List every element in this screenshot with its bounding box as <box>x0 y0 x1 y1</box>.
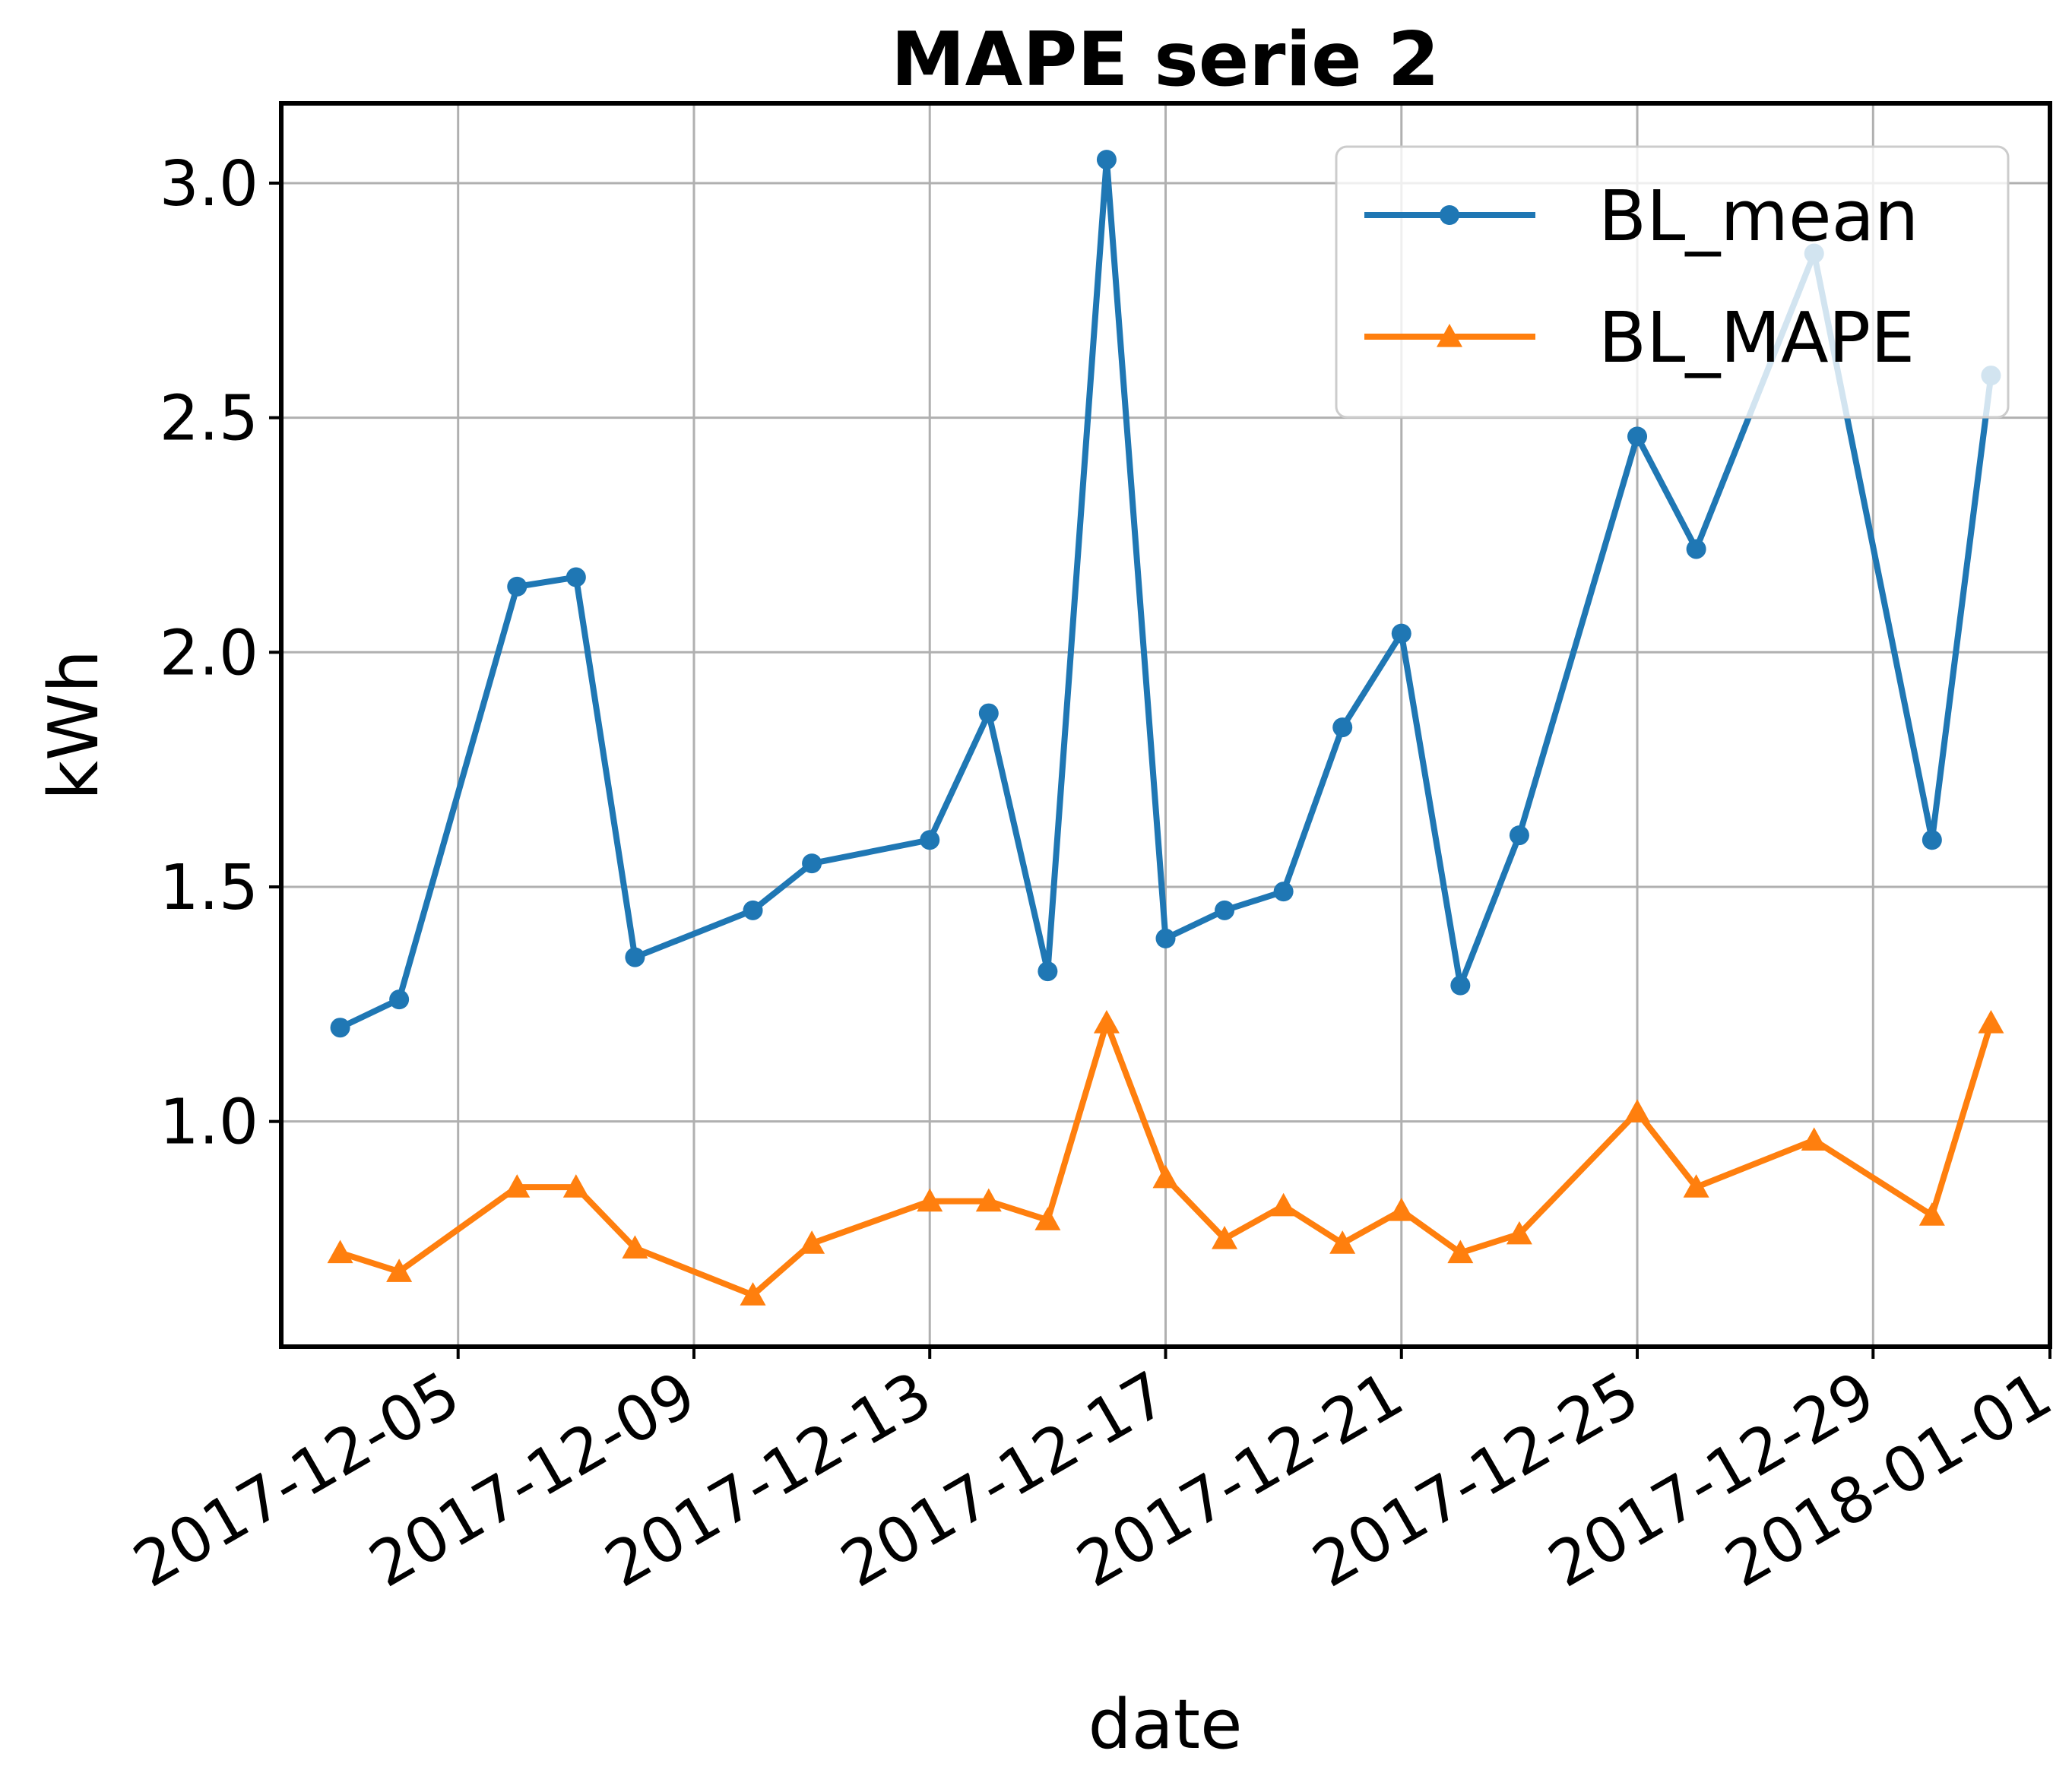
y-tick-label: 1.0 <box>160 1087 258 1159</box>
data-point <box>799 1230 825 1254</box>
legend-label: BL_MAPE <box>1598 297 1915 378</box>
data-point <box>1155 928 1176 948</box>
data-point <box>1093 1010 1120 1034</box>
data-point <box>1922 830 1942 850</box>
data-point <box>1391 623 1411 644</box>
data-point <box>507 576 528 597</box>
legend: BL_mean BL_MAPE <box>1335 145 2010 419</box>
data-point <box>562 1174 589 1198</box>
data-point <box>625 947 645 967</box>
data-point <box>975 1188 1002 1212</box>
data-point <box>978 703 999 723</box>
legend-item: BL_MAPE <box>1364 297 1915 378</box>
data-point <box>743 900 763 920</box>
x-axis: 2017-12-052017-12-092017-12-132017-12-17… <box>122 1347 2064 1602</box>
data-point <box>327 1240 353 1264</box>
x-axis-label: date <box>1088 1685 1243 1765</box>
data-point <box>1450 975 1471 996</box>
y-tick-label: 3.0 <box>160 148 258 220</box>
data-point <box>504 1174 531 1198</box>
data-point <box>1152 1164 1179 1189</box>
data-point <box>1329 1230 1356 1254</box>
series-BL_MAPE <box>327 1010 2004 1306</box>
data-point <box>1096 150 1117 170</box>
series-layer <box>327 150 2004 1306</box>
data-point <box>1627 426 1648 447</box>
data-point <box>1270 1192 1297 1217</box>
data-point <box>1509 825 1529 846</box>
data-point <box>1034 1207 1061 1230</box>
data-point <box>1038 961 1058 982</box>
legend-label: BL_mean <box>1598 176 1918 257</box>
data-point <box>1506 1221 1532 1245</box>
legend-marker <box>1437 324 1462 347</box>
chart-title: MAPE serie 2 <box>891 17 1440 103</box>
data-point <box>566 567 586 587</box>
data-point <box>1801 1127 1827 1151</box>
data-point <box>1683 1174 1709 1198</box>
data-point <box>330 1018 350 1038</box>
data-point <box>386 1259 413 1282</box>
y-axis: 1.0 1.5 2.0 2.5 3.0 <box>160 148 281 1159</box>
y-axis-label: kWh <box>34 650 114 800</box>
data-point <box>1215 900 1235 920</box>
data-point <box>740 1282 766 1306</box>
data-point <box>920 830 940 850</box>
y-tick-label: 2.0 <box>160 617 258 689</box>
data-point <box>1212 1226 1238 1249</box>
data-point <box>917 1188 943 1212</box>
legend-item: BL_mean <box>1364 176 1918 257</box>
data-point <box>1978 1010 2004 1034</box>
data-point <box>1447 1240 1474 1264</box>
data-point <box>1332 717 1353 738</box>
data-point <box>1624 1099 1651 1122</box>
data-point <box>1918 1202 1945 1226</box>
legend-marker <box>1440 205 1459 225</box>
data-point <box>389 989 410 1010</box>
series-BL_mean <box>330 150 2001 1038</box>
data-point <box>1686 539 1706 559</box>
data-point <box>802 853 822 874</box>
data-point <box>1388 1197 1415 1221</box>
y-tick-label: 1.5 <box>160 852 258 924</box>
y-tick-label: 2.5 <box>160 383 258 455</box>
data-point <box>1273 882 1294 902</box>
data-point <box>622 1235 648 1259</box>
